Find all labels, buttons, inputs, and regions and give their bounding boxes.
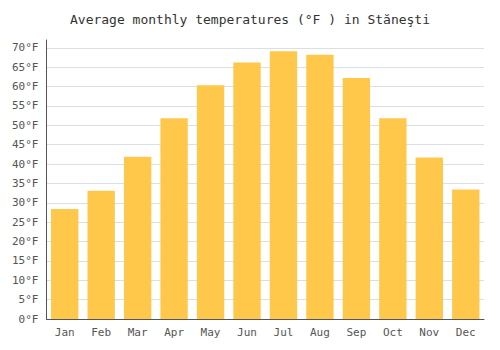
svg-text:70°F: 70°F [12, 41, 39, 54]
svg-text:50°F: 50°F [12, 119, 39, 132]
svg-text:65°F: 65°F [12, 61, 39, 74]
svg-text:Nov: Nov [419, 326, 439, 339]
svg-text:25°F: 25°F [12, 216, 39, 229]
svg-text:20°F: 20°F [12, 235, 39, 248]
svg-text:60°F: 60°F [12, 80, 39, 93]
svg-text:15°F: 15°F [12, 254, 39, 267]
svg-text:Dec: Dec [456, 326, 476, 339]
svg-text:0°F: 0°F [19, 313, 39, 326]
svg-text:10°F: 10°F [12, 274, 39, 287]
svg-text:40°F: 40°F [12, 158, 39, 171]
svg-text:Oct: Oct [383, 326, 403, 339]
svg-text:Jan: Jan [55, 326, 75, 339]
svg-text:Mar: Mar [128, 326, 148, 339]
svg-text:55°F: 55°F [12, 99, 39, 112]
svg-text:30°F: 30°F [12, 196, 39, 209]
svg-text:45°F: 45°F [12, 138, 39, 151]
svg-text:Feb: Feb [91, 326, 111, 339]
svg-text:Jun: Jun [237, 326, 257, 339]
svg-text:35°F: 35°F [12, 177, 39, 190]
svg-text:5°F: 5°F [19, 293, 39, 306]
svg-text:Sep: Sep [346, 326, 366, 339]
svg-text:Jul: Jul [274, 326, 294, 339]
svg-text:Apr: Apr [164, 326, 184, 339]
svg-text:May: May [201, 326, 221, 339]
svg-text:Average monthly temperatures (: Average monthly temperatures (°F ) in St… [70, 12, 430, 27]
svg-text:Aug: Aug [310, 326, 330, 339]
